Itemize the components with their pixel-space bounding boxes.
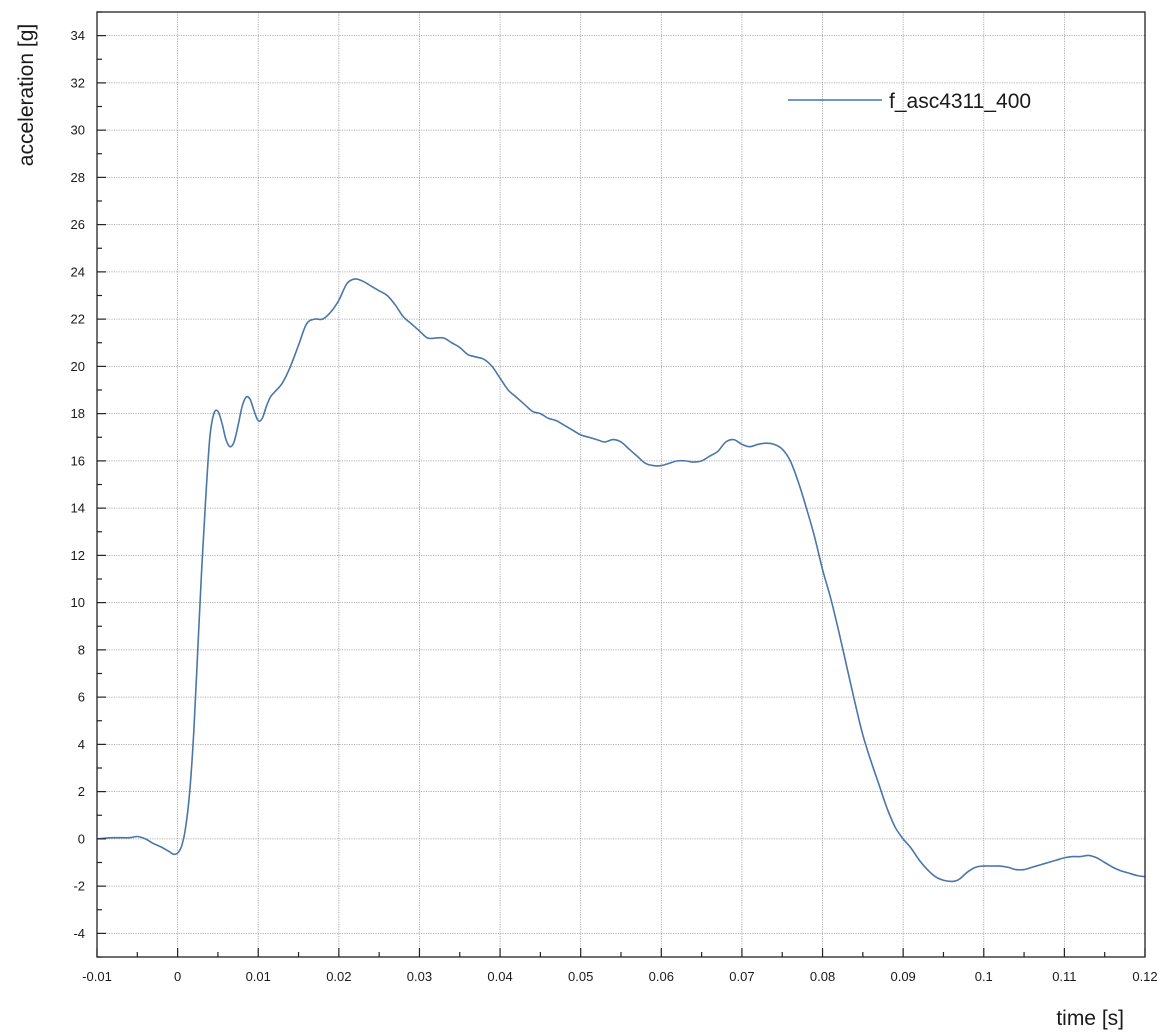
y-tick-label: 32 (71, 75, 85, 90)
y-tick-label: 14 (71, 501, 85, 516)
y-tick-label: 8 (78, 642, 85, 657)
x-tick-label: 0.08 (810, 969, 835, 984)
x-tick-label: -0.01 (82, 969, 112, 984)
y-tick-label: 24 (71, 264, 85, 279)
legend-label: f_asc4311_400 (889, 90, 1031, 113)
x-tick-label: 0.03 (407, 969, 432, 984)
x-tick-label: 0.1 (975, 969, 993, 984)
legend: f_asc4311_400 (788, 90, 1031, 113)
plot-frame (96, 11, 1146, 958)
y-tick-label: 16 (71, 453, 85, 468)
y-tick-label: 0 (78, 831, 85, 846)
x-tick-label: 0.06 (649, 969, 674, 984)
y-tick-label: 10 (71, 595, 85, 610)
x-tick-label: 0.07 (729, 969, 754, 984)
grid (96, 12, 1146, 957)
axis-ticks (96, 11, 1146, 958)
y-axis-label: acceleration [g] (15, 24, 38, 166)
x-tick-label: 0.12 (1132, 969, 1157, 984)
x-tick-label: 0.01 (246, 969, 271, 984)
x-tick-label: 0.09 (890, 969, 915, 984)
y-tick-label: 2 (78, 784, 85, 799)
x-tick-label: 0 (174, 969, 181, 984)
y-tick-label: 12 (71, 548, 85, 563)
y-tick-label: -2 (73, 879, 85, 894)
y-tick-label: 30 (71, 123, 85, 138)
series-line (96, 278, 1146, 883)
y-tick-label: 18 (71, 406, 85, 421)
y-tick-label: 34 (71, 28, 85, 43)
y-tick-label: 4 (78, 737, 85, 752)
y-tick-label: 20 (71, 359, 85, 374)
y-tick-label: 22 (71, 312, 85, 327)
x-tick-label: 0.02 (326, 969, 351, 984)
series-layer (96, 278, 1146, 883)
x-tick-label: 0.04 (487, 969, 512, 984)
y-tick-label: 6 (78, 690, 85, 705)
x-tick-label: 0.11 (1052, 969, 1076, 984)
tick-labels: -0.01 0 0.01 0.02 0.03 0.04 0.05 0.06 0.07 0.08 0.… (71, 28, 1158, 984)
y-tick-label: 28 (71, 170, 85, 185)
x-tick-label: 0.05 (568, 969, 593, 984)
y-tick-label: 26 (71, 217, 85, 232)
x-axis-label: time [s] (1056, 1007, 1124, 1030)
y-tick-label: -4 (73, 926, 85, 941)
